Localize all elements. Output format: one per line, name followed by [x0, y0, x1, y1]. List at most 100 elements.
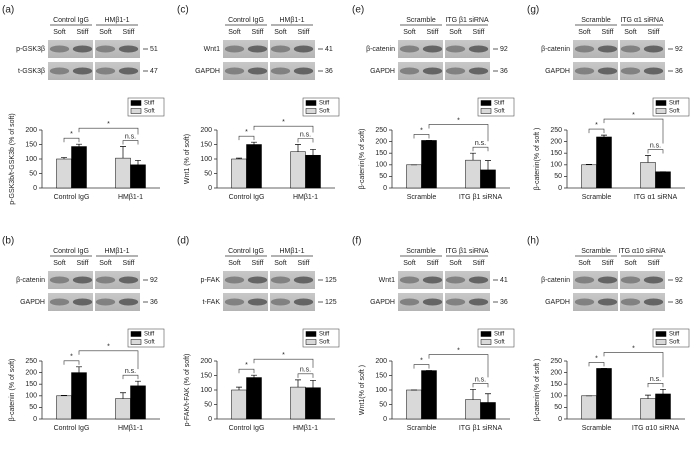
error-bar [135, 380, 141, 386]
panel-label: (g) [527, 5, 539, 16]
y-tick-label: 150 [375, 372, 387, 379]
significance-bracket [413, 134, 430, 139]
group-label: Scramble [581, 248, 611, 255]
marker-label: 36 [675, 299, 683, 306]
bar [115, 398, 131, 420]
bar [130, 164, 146, 189]
x-tick-label: Control IgG [229, 194, 265, 201]
blot-panel [620, 271, 665, 289]
y-tick-label: 150 [375, 150, 387, 157]
marker-label: 92 [500, 46, 508, 53]
blot-band [422, 45, 443, 53]
blot-band [293, 298, 314, 306]
error-bar [251, 141, 257, 145]
lane-label: Stiff [252, 260, 264, 267]
legend-label: Stiff [319, 332, 330, 338]
blot-band [399, 45, 420, 53]
blot-band [468, 67, 489, 75]
blot-panel [398, 62, 443, 80]
bar [246, 144, 262, 189]
lane-label: Stiff [427, 29, 439, 36]
blot-row-label: β-catenin [16, 277, 45, 284]
blot-panel [573, 293, 618, 311]
legend-label: Soft [144, 340, 155, 346]
blot-panel [445, 62, 490, 80]
blot-panel [95, 293, 140, 311]
bar [56, 158, 72, 189]
bar [480, 402, 496, 420]
blot-panel [398, 293, 443, 311]
significance-label: * [420, 357, 423, 364]
y-tick-label: 100 [550, 162, 562, 169]
marker-label: 47 [150, 68, 158, 75]
significance-bracket [603, 352, 664, 378]
significance-label: * [107, 121, 110, 128]
legend-swatch [655, 339, 667, 345]
blot-panel [445, 40, 490, 58]
error-bar [485, 393, 491, 403]
blot-band [468, 298, 489, 306]
y-tick-label: 100 [375, 387, 387, 394]
blot-band [118, 298, 139, 306]
blot-band [620, 276, 641, 284]
blot-band [224, 67, 245, 75]
significance-label: * [245, 129, 248, 136]
x-tick-label: HMβ1-1 [118, 194, 143, 201]
error-bar [645, 155, 651, 163]
legend-swatch [305, 108, 317, 114]
y-tick-label: 50 [554, 404, 562, 411]
lane-label: Soft [274, 260, 287, 267]
blot-panel [573, 40, 618, 58]
blot-panel [620, 293, 665, 311]
error-bar [135, 160, 141, 165]
significance-label: n.s. [300, 367, 311, 374]
marker-label: 36 [325, 68, 333, 75]
x-tick-label: Scramble [582, 425, 612, 432]
x-tick-label: ITG β1 siRNA [459, 194, 503, 201]
panel-label: (d) [177, 236, 189, 247]
lane-label: Stiff [298, 260, 310, 267]
bar [596, 368, 612, 420]
blot-row-label: p-FAK [201, 277, 221, 284]
blot-band [293, 276, 314, 284]
legend-label: Stiff [669, 101, 680, 107]
blot-panel [223, 62, 268, 80]
blot-panel [223, 40, 268, 58]
x-tick-label: Scramble [582, 194, 612, 201]
bar [115, 157, 131, 189]
y-tick-label: 0 [558, 416, 562, 423]
blot-band [247, 67, 268, 75]
blot-panel [445, 293, 490, 311]
y-tick-label: 200 [25, 127, 37, 134]
significance-bracket [297, 373, 314, 378]
blot-panel [398, 40, 443, 58]
bar [465, 159, 481, 189]
lane-label: Stiff [427, 260, 439, 267]
error-bar [470, 389, 476, 400]
blot-row-label: p-GSK3β [16, 46, 45, 53]
blot-band [118, 45, 139, 53]
y-axis-label: Wnt1(% of soft ) [359, 365, 366, 415]
blot-band [399, 276, 420, 284]
y-axis-label: β-catenin(% of soft) [359, 129, 366, 190]
blot-band [445, 45, 466, 53]
blot-band [118, 67, 139, 75]
group-label: HMβ1-1 [279, 17, 304, 24]
marker-label: 41 [325, 46, 333, 53]
panel-label: (b) [2, 236, 14, 247]
bar [596, 136, 612, 189]
significance-label: * [282, 119, 285, 126]
blot-band [247, 298, 268, 306]
blot-band [620, 298, 641, 306]
significance-bracket [647, 149, 664, 154]
blot-row-label: Wnt1 [204, 46, 220, 53]
bar [290, 386, 306, 420]
blot-band [72, 45, 93, 53]
error-bar [251, 374, 257, 378]
y-tick-label: 200 [25, 369, 37, 376]
blot-band [95, 67, 116, 75]
error-bar [120, 392, 126, 399]
y-tick-label: 200 [550, 369, 562, 376]
legend-label: Soft [669, 109, 680, 115]
blot-band [574, 276, 595, 284]
